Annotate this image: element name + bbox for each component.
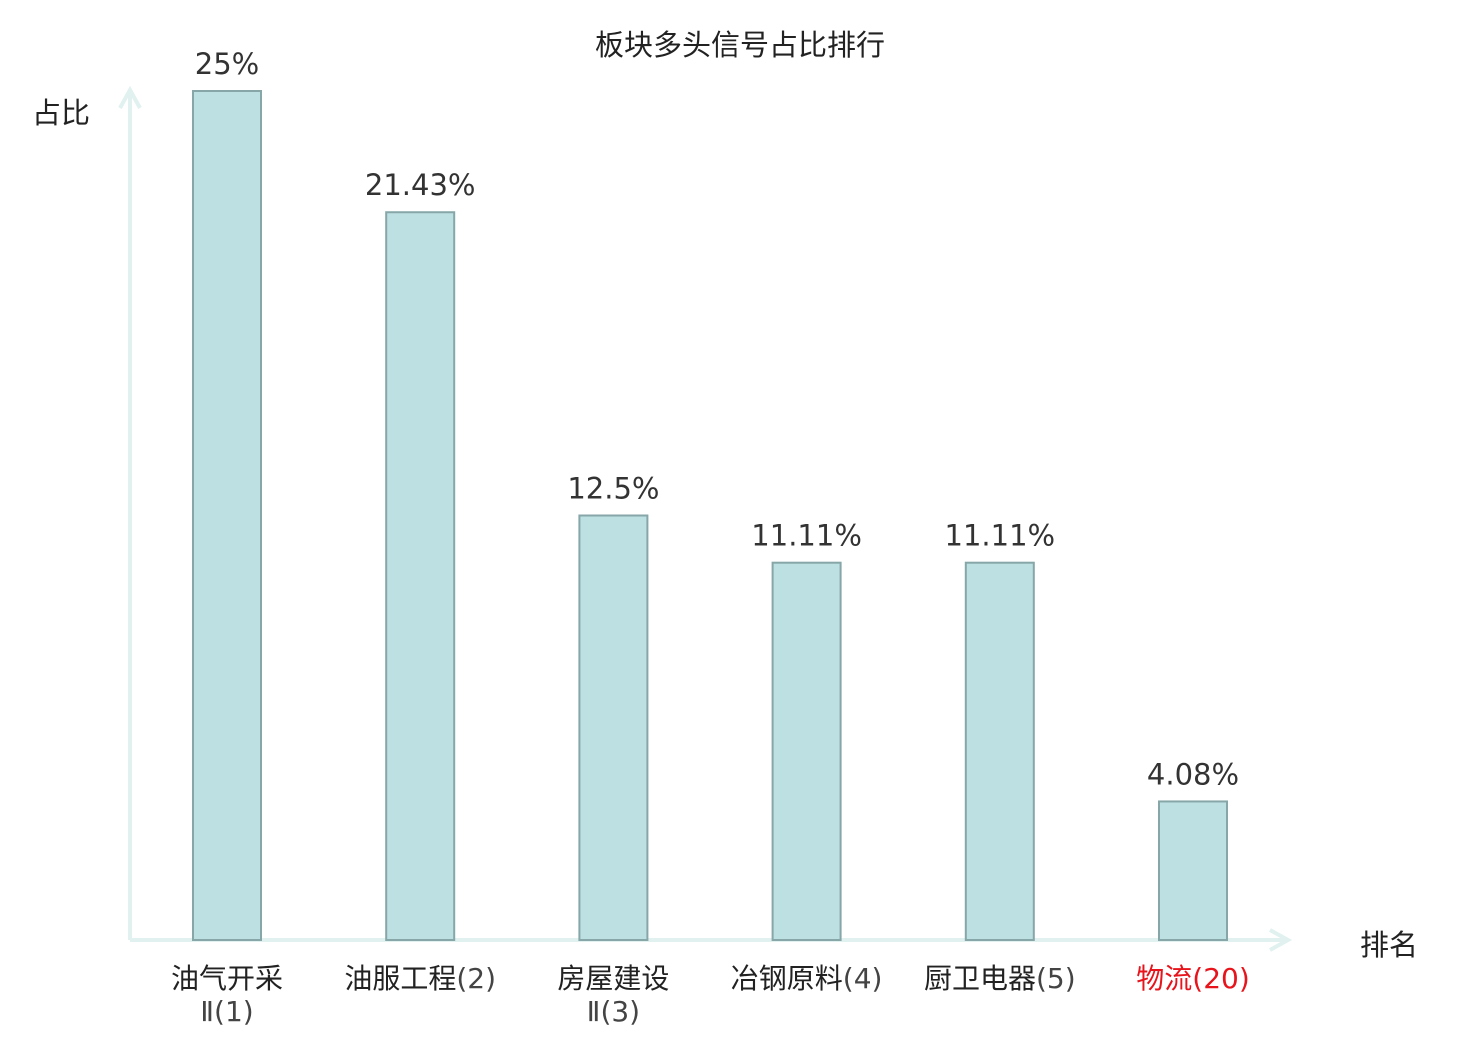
category-label: 房屋建设 Ⅱ(3)	[508, 962, 718, 1028]
data-label: 21.43%	[365, 168, 476, 202]
data-label: 11.11%	[945, 519, 1056, 553]
bar	[964, 561, 1035, 941]
y-axis-arrow	[118, 85, 142, 109]
category-rank: Ⅱ(3)	[586, 995, 641, 1028]
category-name: 房屋建设	[557, 962, 670, 995]
chart-title: 板块多头信号占比排行	[594, 28, 885, 62]
category-label: 油气开采 Ⅱ(1)	[122, 962, 332, 1028]
y-axis-label: 占比	[32, 96, 91, 130]
bar	[1158, 800, 1228, 941]
data-label: 11.11%	[751, 519, 862, 553]
bar	[578, 514, 649, 941]
x-axis-arrow	[1269, 928, 1293, 952]
category-rank: (2)	[456, 962, 497, 995]
bar	[385, 211, 456, 942]
category-name: 物流	[1136, 962, 1193, 995]
category-name: 厨卫电器	[923, 962, 1036, 995]
category-rank: Ⅱ(1)	[200, 995, 254, 1028]
bars	[192, 90, 1228, 942]
bar	[771, 561, 842, 941]
category-label: 油服工程(2)	[315, 962, 525, 995]
category-label: 物流(20)	[1088, 962, 1298, 995]
x-axis-label: 排名	[1360, 928, 1419, 962]
data-label: 25%	[195, 47, 259, 81]
category-name: 油气开采	[170, 962, 283, 995]
category-name: 油服工程	[344, 962, 457, 995]
data-label: 12.5%	[567, 472, 659, 506]
data-label: 4.08%	[1147, 757, 1239, 791]
category-rank: (4)	[842, 962, 883, 995]
category-label: 冶钢原料(4)	[702, 962, 912, 995]
bar	[192, 90, 262, 941]
axes	[118, 85, 1293, 952]
value-labels: 25% 21.43% 12.5% 11.11% 11.11% 4.08%	[195, 47, 1239, 791]
category-rank: (5)	[1035, 962, 1076, 995]
category-label: 厨卫电器(5)	[895, 962, 1105, 995]
category-name: 冶钢原料	[730, 962, 843, 995]
category-rank: (20)	[1192, 962, 1250, 995]
